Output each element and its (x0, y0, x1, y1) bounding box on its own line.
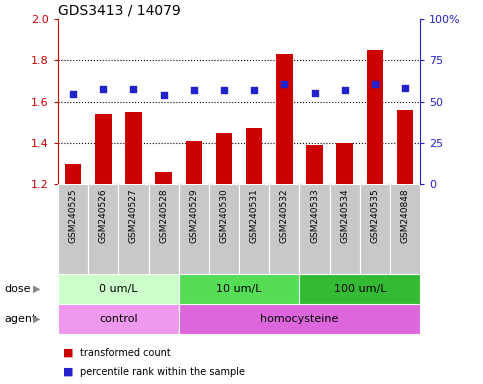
Bar (149, 184, 179, 274)
Text: GSM240531: GSM240531 (250, 189, 259, 243)
Bar (390, 184, 420, 274)
Text: control: control (99, 314, 138, 324)
Text: GSM240528: GSM240528 (159, 189, 168, 243)
Bar (118, 184, 149, 274)
Bar (239, 184, 270, 274)
Bar (299, 274, 420, 304)
Bar (185, 141, 202, 184)
Point (190, 87, 198, 93)
Point (99, 86, 107, 93)
Text: GSM240529: GSM240529 (189, 189, 199, 243)
Text: 0 um/L: 0 um/L (99, 284, 138, 294)
Text: dose: dose (5, 284, 31, 294)
Bar (58, 304, 179, 334)
Text: ■: ■ (63, 348, 73, 358)
Point (220, 87, 228, 93)
Bar (125, 112, 142, 184)
Bar (306, 145, 323, 184)
Text: transformed count: transformed count (80, 348, 170, 358)
Text: agent: agent (5, 314, 37, 324)
Text: GSM240535: GSM240535 (370, 189, 380, 243)
Text: GSM240848: GSM240848 (400, 189, 410, 243)
Point (371, 81, 379, 87)
Bar (58, 184, 88, 274)
Text: 100 um/L: 100 um/L (334, 284, 386, 294)
Bar (397, 110, 413, 184)
Point (250, 87, 258, 93)
Point (129, 86, 137, 93)
Text: 10 um/L: 10 um/L (216, 284, 262, 294)
Point (160, 93, 168, 99)
Text: GSM240525: GSM240525 (69, 189, 78, 243)
Text: ■: ■ (63, 367, 73, 377)
Bar (65, 164, 81, 184)
Bar (216, 132, 232, 184)
Bar (88, 184, 118, 274)
Point (69, 91, 77, 98)
Bar (299, 184, 330, 274)
Point (281, 81, 288, 87)
Text: GSM240530: GSM240530 (219, 189, 228, 243)
Text: homocysteine: homocysteine (260, 314, 339, 324)
Text: GSM240534: GSM240534 (340, 189, 349, 243)
Point (311, 90, 318, 96)
Text: GSM240532: GSM240532 (280, 189, 289, 243)
Bar (330, 184, 360, 274)
Text: GSM240527: GSM240527 (129, 189, 138, 243)
Bar (276, 54, 293, 184)
Bar (179, 304, 420, 334)
Bar (95, 114, 112, 184)
Bar (156, 172, 172, 184)
Bar (270, 184, 299, 274)
Text: ▶: ▶ (32, 314, 40, 324)
Text: GSM240533: GSM240533 (310, 189, 319, 243)
Bar (209, 184, 239, 274)
Bar (367, 50, 383, 184)
Text: GDS3413 / 14079: GDS3413 / 14079 (58, 4, 181, 18)
Text: GSM240526: GSM240526 (99, 189, 108, 243)
Bar (58, 274, 179, 304)
Bar (360, 184, 390, 274)
Bar (179, 184, 209, 274)
Text: ▶: ▶ (32, 284, 40, 294)
Point (341, 87, 349, 93)
Bar (337, 143, 353, 184)
Point (401, 85, 409, 91)
Bar (179, 274, 299, 304)
Text: percentile rank within the sample: percentile rank within the sample (80, 367, 245, 377)
Bar (246, 129, 262, 184)
